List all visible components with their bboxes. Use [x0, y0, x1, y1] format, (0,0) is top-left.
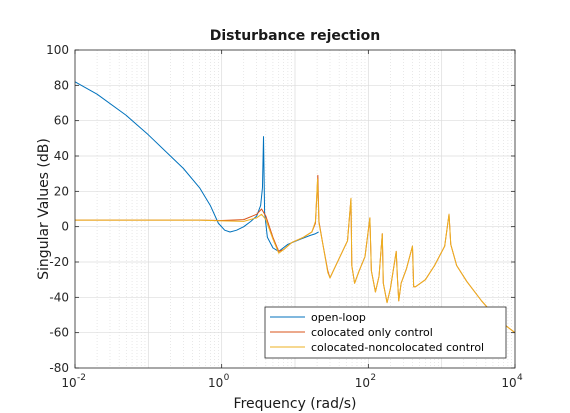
x-axis-ticks: 10 -2 10 0 10 2 10 4	[61, 50, 523, 390]
y-tick-label: 0	[61, 220, 69, 234]
y-tick-label: 20	[54, 184, 69, 198]
x-tick-exponent: 0	[224, 373, 230, 383]
x-tick-label: 10	[501, 376, 516, 390]
legend-label: colocated-noncolocated control	[311, 341, 484, 354]
series-line-colocated-noncolocated-control	[75, 178, 515, 334]
x-tick-label: 10	[208, 376, 223, 390]
x-axis-label: Frequency (rad/s)	[234, 396, 357, 412]
y-tick-label: -80	[49, 361, 69, 375]
x-tick-label: 10	[61, 376, 76, 390]
series-line-open-loop	[75, 81, 319, 252]
x-tick-exponent: 2	[370, 373, 376, 383]
y-tick-label: 100	[46, 43, 69, 57]
minor-grid	[96, 50, 512, 368]
chart-title: Disturbance rejection	[210, 28, 381, 44]
axes-box	[74, 49, 516, 369]
y-tick-label: 80	[54, 78, 69, 92]
y-axis-ticks: 100 80 60 40 20 0 -20 -40 -60 -80	[46, 43, 515, 375]
legend-label: colocated only control	[311, 326, 433, 339]
series-group	[75, 81, 515, 334]
legend: open-loop colocated only control colocated…	[264, 306, 507, 359]
y-axis-label: Singular Values (dB)	[36, 138, 52, 280]
legend-box	[264, 306, 507, 359]
y-tick-label: -40	[49, 290, 69, 304]
x-tick-label: 10	[355, 376, 370, 390]
x-tick-exponent: -2	[77, 373, 86, 383]
y-tick-label: 60	[54, 114, 69, 128]
y-tick-label: -60	[49, 326, 69, 340]
y-tick-label: -20	[49, 255, 69, 269]
y-tick-label: 40	[54, 149, 69, 163]
legend-label: open-loop	[311, 311, 366, 324]
x-tick-exponent: 4	[517, 373, 523, 383]
